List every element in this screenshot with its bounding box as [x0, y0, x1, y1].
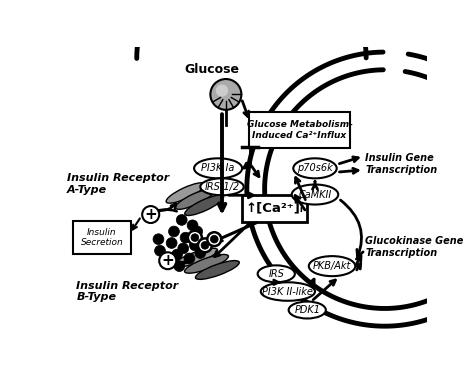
- FancyArrowPatch shape: [340, 200, 363, 257]
- Circle shape: [192, 226, 202, 237]
- Circle shape: [164, 255, 175, 266]
- FancyBboxPatch shape: [242, 194, 307, 222]
- Text: +: +: [161, 253, 174, 268]
- Circle shape: [178, 243, 189, 254]
- Ellipse shape: [185, 195, 224, 216]
- Ellipse shape: [289, 301, 326, 319]
- Circle shape: [187, 220, 198, 231]
- Ellipse shape: [309, 256, 356, 276]
- Circle shape: [169, 226, 179, 237]
- Circle shape: [195, 248, 206, 258]
- Text: PI3K II-like: PI3K II-like: [263, 287, 313, 296]
- Ellipse shape: [258, 265, 295, 282]
- Ellipse shape: [174, 248, 218, 267]
- Circle shape: [210, 79, 241, 110]
- Circle shape: [210, 235, 218, 243]
- Circle shape: [176, 215, 187, 225]
- Text: Glucose: Glucose: [184, 63, 239, 76]
- Ellipse shape: [292, 184, 338, 205]
- Circle shape: [174, 261, 185, 272]
- Ellipse shape: [261, 282, 315, 301]
- Text: CaMKII: CaMKII: [298, 189, 332, 200]
- Circle shape: [155, 245, 165, 256]
- Circle shape: [159, 252, 176, 269]
- Text: PDK1: PDK1: [294, 305, 320, 315]
- Text: Insulin Receptor
A-Type: Insulin Receptor A-Type: [67, 173, 169, 194]
- Ellipse shape: [195, 261, 239, 279]
- Text: Insulin
Secretion: Insulin Secretion: [81, 228, 123, 247]
- Circle shape: [201, 242, 209, 249]
- Circle shape: [190, 240, 201, 251]
- Text: +: +: [144, 207, 157, 222]
- FancyBboxPatch shape: [249, 112, 350, 147]
- Circle shape: [191, 234, 199, 242]
- Circle shape: [216, 84, 228, 97]
- Circle shape: [142, 206, 159, 223]
- Circle shape: [153, 234, 164, 245]
- Text: Glucokinase Gene
Transcription: Glucokinase Gene Transcription: [365, 236, 464, 258]
- Circle shape: [180, 232, 191, 243]
- Text: IRS: IRS: [268, 269, 284, 279]
- Circle shape: [198, 238, 212, 252]
- Circle shape: [207, 232, 221, 246]
- Circle shape: [166, 238, 177, 249]
- Text: PKB/Akt: PKB/Akt: [313, 261, 351, 271]
- Circle shape: [184, 253, 195, 264]
- Ellipse shape: [194, 158, 242, 178]
- Text: p70s6k: p70s6k: [297, 163, 333, 173]
- Circle shape: [172, 249, 182, 260]
- Text: Insulin Gene
Transcription: Insulin Gene Transcription: [365, 153, 438, 175]
- Text: ↑[Ca²⁺]ᵢ: ↑[Ca²⁺]ᵢ: [246, 202, 304, 215]
- Circle shape: [188, 231, 202, 245]
- Ellipse shape: [166, 183, 205, 203]
- Ellipse shape: [175, 189, 214, 209]
- Ellipse shape: [293, 158, 337, 178]
- Text: Insulin Receptor
B-Type: Insulin Receptor B-Type: [76, 281, 179, 302]
- Ellipse shape: [201, 178, 244, 195]
- Text: PI3K Ia: PI3K Ia: [201, 163, 235, 173]
- Text: Glucose Metabolism-
Induced Ca²⁺Influx: Glucose Metabolism- Induced Ca²⁺Influx: [246, 120, 353, 140]
- Text: IRS-1/2: IRS-1/2: [204, 182, 239, 192]
- Ellipse shape: [184, 254, 228, 273]
- FancyBboxPatch shape: [73, 221, 130, 254]
